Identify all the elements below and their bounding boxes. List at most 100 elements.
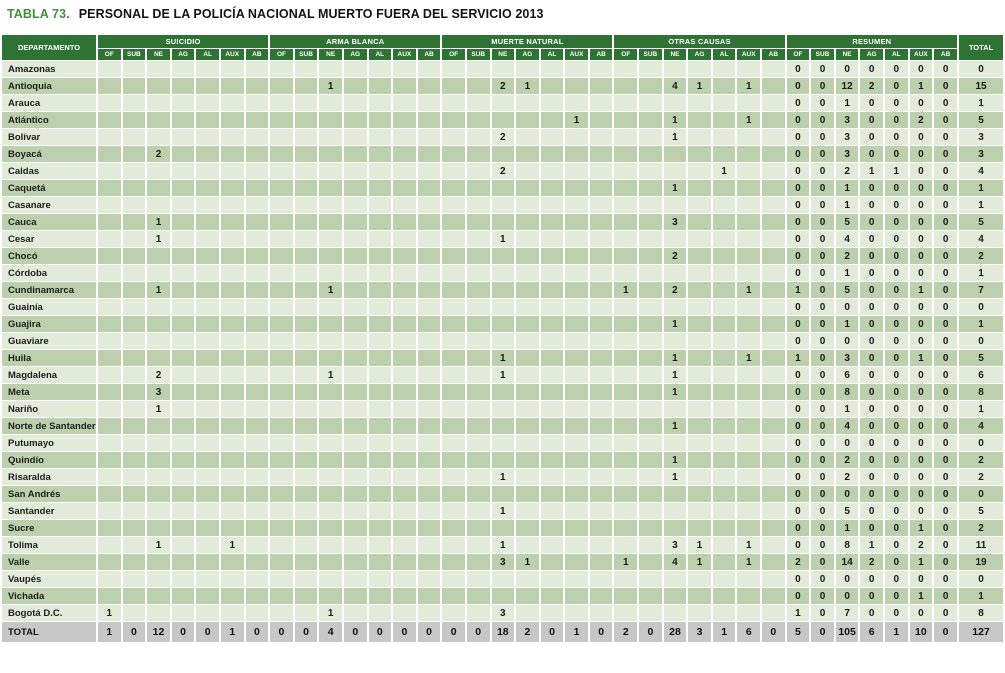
subcolumn-header-ab: AB <box>589 49 613 60</box>
table-cell-mn-of <box>442 401 465 417</box>
table-cell-oc-ab <box>762 571 785 587</box>
table-cell-oc-of <box>614 163 638 179</box>
table-cell-oc-al <box>712 129 736 145</box>
table-cell-mn-aux <box>565 265 588 281</box>
table-cell-s-ab <box>245 537 269 553</box>
table-cell-ab-ab <box>417 588 441 604</box>
group-header-mn: MUERTE NATURAL <box>442 35 613 48</box>
table-cell-oc-aux <box>737 435 761 451</box>
table-body: Amazonas 0 0 0 0 0 0 0 0 Antioquia 1 2 1 4 1 1 0 0 12 2 0 1 0 1… <box>2 61 1003 642</box>
table-cell-s-of <box>98 537 121 553</box>
table-cell-ab-ne <box>319 197 342 213</box>
row-total-cell: 0 <box>959 61 1003 77</box>
table-cell-ab-ag <box>343 486 367 502</box>
table-cell-ab-of <box>270 112 293 128</box>
table-cell-ab-of: 0 <box>270 622 293 642</box>
table-cell-oc-sub <box>639 231 662 247</box>
table-cell-res-ag: 0 <box>860 520 883 536</box>
table-cell-ab-ne <box>319 520 342 536</box>
table-cell-oc-al <box>712 214 736 230</box>
subcolumn-header-sub: SUB <box>639 49 662 60</box>
table-cell-mn-sub <box>466 129 490 145</box>
table-cell-s-al <box>196 112 219 128</box>
table-cell-ab-ag <box>343 316 367 332</box>
table-cell-ab-sub <box>294 265 318 281</box>
table-cell-oc-al <box>712 554 736 570</box>
table-cell-ab-ab <box>417 299 441 315</box>
table-cell-oc-sub <box>639 112 662 128</box>
table-row: Antioquia 1 2 1 4 1 1 0 0 12 2 0 1 0 15 <box>2 78 1003 94</box>
table-cell-res-ag: 0 <box>860 435 883 451</box>
table-cell-s-ag <box>171 282 195 298</box>
table-cell-ab-al <box>368 537 392 553</box>
table-cell-oc-ag <box>688 435 711 451</box>
table-cell-res-aux: 0 <box>909 163 933 179</box>
table-cell-ab-al <box>368 265 392 281</box>
table-cell-ab-of <box>270 282 293 298</box>
table-row: Santander 1 0 0 5 0 0 0 0 5 <box>2 503 1003 519</box>
table-cell-ab-of <box>270 214 293 230</box>
table-cell-ab-aux: 0 <box>393 622 416 642</box>
table-cell-mn-ag: 1 <box>516 78 539 94</box>
table-cell-ab-ne <box>319 265 342 281</box>
table-cell-oc-sub <box>639 299 662 315</box>
table-cell-mn-of <box>442 605 465 621</box>
table-cell-mn-sub <box>466 180 490 196</box>
subcolumn-header-aux: AUX <box>909 49 933 60</box>
table-cell-res-ne: 4 <box>835 418 859 434</box>
table-cell-mn-ne <box>491 282 515 298</box>
table-cell-mn-aux <box>565 95 588 111</box>
table-cell-ab-ne <box>319 350 342 366</box>
table-cell-mn-ne <box>491 180 515 196</box>
department-cell: Guajira <box>2 316 96 332</box>
table-cell-ab-aux <box>393 248 416 264</box>
subcolumn-header-ag: AG <box>171 49 195 60</box>
table-cell-oc-of: 1 <box>614 554 638 570</box>
department-cell: Guaviare <box>2 333 96 349</box>
table-cell-mn-al <box>540 129 564 145</box>
table-cell-oc-of <box>614 112 638 128</box>
table-cell-mn-ag <box>516 214 539 230</box>
table-cell-s-ne: 1 <box>147 537 170 553</box>
table-cell-res-aux: 0 <box>909 452 933 468</box>
row-total-cell: 5 <box>959 350 1003 366</box>
table-cell-s-ab <box>245 554 269 570</box>
table-cell-oc-sub <box>639 95 662 111</box>
table-cell-oc-of <box>614 95 638 111</box>
table-cell-res-ag: 0 <box>860 469 883 485</box>
table-cell-oc-ag <box>688 588 711 604</box>
subcolumn-header-sub: SUB <box>294 49 318 60</box>
table-cell-res-ne: 2 <box>835 163 859 179</box>
row-total-cell: 8 <box>959 605 1003 621</box>
subcolumn-header-of: OF <box>786 49 810 60</box>
table-cell-oc-of <box>614 129 638 145</box>
table-row: Guaviare 0 0 0 0 0 0 0 0 <box>2 333 1003 349</box>
table-cell-s-al <box>196 265 219 281</box>
table-cell-mn-aux <box>565 571 588 587</box>
table-cell-res-ne: 1 <box>835 197 859 213</box>
table-cell-res-sub: 0 <box>811 418 834 434</box>
table-cell-oc-of <box>614 265 638 281</box>
table-cell-mn-aux <box>565 78 588 94</box>
table-cell-s-ag <box>171 248 195 264</box>
table-cell-mn-aux <box>565 129 588 145</box>
table-cell-s-of <box>98 418 121 434</box>
table-cell-res-of: 0 <box>786 503 810 519</box>
table-cell-oc-ne: 1 <box>663 316 687 332</box>
table-cell-oc-sub <box>639 503 662 519</box>
table-cell-oc-ne <box>663 95 687 111</box>
table-cell-ab-sub <box>294 163 318 179</box>
table-cell-oc-ne: 1 <box>663 452 687 468</box>
table-cell-oc-ab <box>762 401 785 417</box>
table-cell-ab-ne <box>319 469 342 485</box>
table-cell-s-of <box>98 265 121 281</box>
table-cell-s-sub <box>122 95 146 111</box>
table-cell-res-al: 0 <box>885 78 908 94</box>
table-cell-mn-ab <box>589 214 613 230</box>
table-number-label: TABLA 73. <box>7 7 70 21</box>
table-cell-oc-ag <box>688 265 711 281</box>
table-cell-mn-ne <box>491 571 515 587</box>
table-cell-ab-ab <box>417 78 441 94</box>
table-cell-oc-sub <box>639 554 662 570</box>
row-total-cell: 3 <box>959 129 1003 145</box>
